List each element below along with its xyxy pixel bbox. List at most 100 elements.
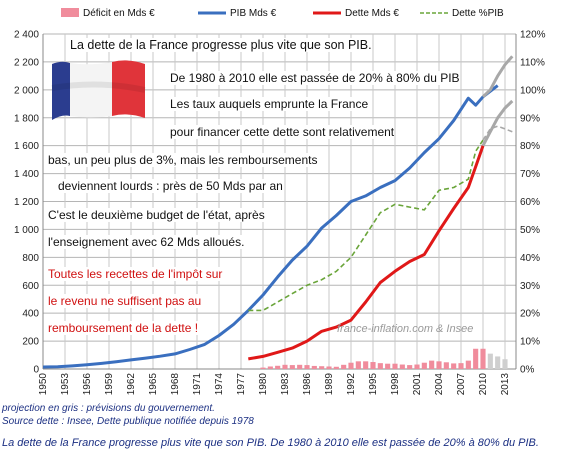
y-left-tick-label: 1 600 (14, 141, 39, 152)
deficit-bar (399, 364, 405, 369)
y-left-tick-label: 1 200 (14, 197, 39, 208)
x-tick-label: 1962 (126, 373, 137, 396)
y-right-tick-label: 0% (520, 365, 535, 376)
x-tick-label: 1974 (214, 373, 225, 396)
annotation-line-8: l'enseignement avec 62 Mds alloués. (48, 235, 245, 249)
x-tick-label: 1998 (390, 373, 401, 396)
series-line-projection (481, 55, 514, 98)
x-tick-label: 2010 (478, 373, 489, 396)
deficit-bar (465, 360, 471, 369)
annotation-line-3: Les taux auquels emprunte la France (170, 97, 369, 111)
y-right-tick-label: 100% (520, 85, 546, 96)
annotation-line-2: De 1980 à 2010 elle est passée de 20% à … (170, 71, 460, 85)
y-left-tick-label: 200 (22, 337, 39, 348)
legend-label-pib: PIB Mds € (230, 8, 277, 19)
x-tick-label: 2004 (434, 373, 445, 396)
deficit-bar (297, 364, 303, 369)
legend-label-dette: Dette Mds € (345, 8, 399, 19)
legend: Déficit en Mds € PIB Mds € Dette Mds € D… (61, 8, 504, 19)
x-tick-label: 2013 (500, 373, 511, 396)
annotation-line-6: deviennent lourds : près de 50 Mds par a… (58, 179, 283, 193)
y-left-tick-label: 400 (22, 309, 39, 320)
deficit-bar (473, 348, 479, 369)
y-right-tick-label: 110% (520, 57, 545, 68)
y-right-tick-label: 30% (520, 281, 540, 292)
y-right-tick-label: 10% (520, 337, 540, 348)
deficit-bar (385, 363, 391, 369)
x-tick-label: 1950 (38, 373, 49, 396)
series-line-projection (482, 125, 513, 141)
y-left-tick-label: 600 (22, 281, 39, 292)
series-lines (42, 55, 514, 369)
deficit-bar (370, 362, 376, 369)
x-tick-label: 1980 (258, 373, 269, 396)
y-right-tick-label: 70% (520, 169, 540, 180)
series-line-dette-pib (248, 139, 484, 312)
deficit-bar (319, 366, 325, 369)
caption: La dette de la France progresse plus vit… (2, 437, 539, 449)
y-right-tick-label: 20% (520, 309, 540, 320)
y-right-tick-label: 80% (520, 141, 540, 152)
deficit-bar (326, 366, 332, 369)
x-tick-label: 1983 (280, 373, 291, 396)
x-tick-label: 1968 (170, 373, 181, 396)
y-left-tick-label: 0 (33, 365, 39, 376)
deficit-bar (392, 363, 398, 369)
x-tick-label: 1956 (82, 373, 93, 396)
deficit-bar (289, 365, 295, 369)
series-line-pib-mds (42, 84, 499, 369)
deficit-bar (282, 364, 288, 369)
french-flag-icon (51, 60, 146, 120)
deficit-bar (487, 353, 493, 369)
deficit-bar (348, 362, 354, 369)
deficit-bar (443, 362, 449, 369)
y-right-tick-label: 90% (520, 113, 540, 124)
y-left-tick-label: 1 000 (14, 225, 39, 236)
annotation-line-4: pour financer cette dette sont relativem… (170, 125, 395, 139)
y-right-tick-label: 120% (520, 30, 546, 41)
x-tick-label: 1959 (104, 373, 115, 396)
watermark: france-inflation.com & Insee (337, 323, 473, 335)
deficit-bar (304, 365, 310, 369)
deficit-bar (260, 367, 266, 369)
series-line-projection (481, 99, 514, 147)
x-tick-label: 1971 (192, 373, 203, 396)
deficit-bar (333, 366, 339, 369)
gridlines (42, 33, 517, 370)
y-left-tick-label: 1 800 (14, 113, 39, 124)
deficit-bar (421, 362, 427, 369)
annotation-line-1: La dette de la France progresse plus vit… (70, 38, 372, 52)
x-axis: 1950 1953 1956 1959 1962 1965 1968 1971 1974 1977… (38, 373, 511, 396)
x-tick-label: 2007 (456, 373, 467, 396)
x-tick-label: 1989 (324, 373, 335, 396)
y-left-tick-label: 2 000 (14, 85, 39, 96)
y-right-tick-label: 40% (520, 253, 540, 264)
legend-label-deficit: Déficit en Mds € (83, 8, 155, 19)
x-tick-label: 1965 (148, 373, 159, 396)
deficit-bar (451, 363, 457, 369)
deficit-bar (414, 364, 420, 369)
annotation-red-2: le revenu ne suffisent pas au (48, 294, 202, 308)
legend-label-dette-pib: Dette %PIB (452, 8, 504, 19)
y-left-tick-label: 800 (22, 253, 39, 264)
annotation-line-5: bas, un peu plus de 3%, mais les rembour… (48, 153, 318, 167)
deficit-bar (436, 361, 442, 369)
deficit-bar (341, 364, 347, 369)
y-axis-left: 0 200 400 600 800 1 000 1 200 1 400 1 600 1 800 2 … (14, 30, 39, 376)
y-right-tick-label: 50% (520, 225, 540, 236)
y-left-tick-label: 1 400 (14, 169, 39, 180)
deficit-bar (480, 348, 486, 369)
deficit-bar (502, 359, 508, 369)
deficit-bar (275, 365, 281, 369)
x-tick-label: 2001 (412, 373, 423, 396)
y-right-tick-label: 60% (520, 197, 540, 208)
source-note: Source dette : Insee, Dette publique not… (2, 416, 254, 427)
y-axis-right: 0% 10% 20% 30% 40% 50% 60% 70% 80% 90% 100% 110% 120… (520, 30, 546, 376)
annotation-red-3: remboursement de la dette ! (48, 321, 199, 335)
deficit-bar (407, 365, 413, 369)
series-line-dette-mds (248, 145, 485, 361)
deficit-bar (377, 363, 383, 369)
projection-note: projection en gris : prévisions du gouve… (2, 403, 215, 414)
deficit-bar (267, 366, 273, 369)
